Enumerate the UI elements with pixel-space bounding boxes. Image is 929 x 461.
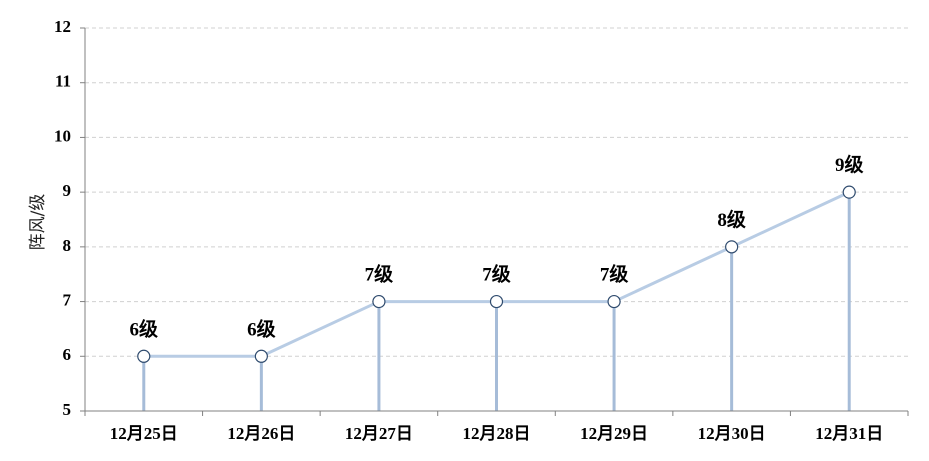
x-tick-label: 12月29日 [580, 424, 648, 443]
x-tick-label: 12月26日 [227, 424, 295, 443]
data-labels: 6级 6级 7级 7级 7级 8级 9级 [130, 153, 864, 340]
y-tick-labels: 5 6 7 8 9 10 11 12 [54, 17, 72, 419]
x-tick-label: 12月31日 [815, 424, 883, 443]
data-point [372, 294, 386, 309]
x-tick-label: 12月28日 [463, 424, 531, 443]
series-segment [612, 245, 734, 304]
y-tick-label: 5 [63, 400, 72, 419]
data-point [254, 349, 268, 363]
drop-lines [142, 192, 851, 411]
axes [80, 27, 909, 416]
data-point [725, 240, 739, 254]
x-tick-label: 12月30日 [698, 424, 766, 443]
series-segment [730, 190, 851, 249]
data-label: 6级 [130, 317, 159, 340]
data-label: 9级 [835, 153, 864, 176]
series-segment [259, 300, 381, 358]
data-label: 7级 [365, 263, 394, 286]
data-label: 7级 [482, 263, 511, 286]
y-tick-label: 8 [63, 236, 72, 255]
y-tick-label: 9 [63, 181, 72, 200]
y-tick-label: 7 [63, 290, 72, 309]
data-point [607, 294, 621, 309]
x-tick-labels: 12月25日 12月26日 12月27日 12月28日 12月29日 12月30日 12月3… [110, 424, 883, 443]
y-tick-label: 6 [63, 345, 72, 364]
data-label: 7级 [600, 263, 629, 286]
x-tick-label: 12月27日 [345, 424, 413, 443]
y-tick-label: 11 [55, 72, 71, 91]
markers [137, 185, 856, 363]
data-label: 8级 [717, 208, 746, 231]
data-point [489, 294, 504, 309]
y-tick-label: 10 [54, 126, 71, 145]
x-tick-label: 12月25日 [110, 424, 178, 443]
data-point [137, 349, 151, 363]
data-point [842, 185, 856, 199]
y-axis-label: 阵风/级 [28, 194, 48, 251]
y-tick-label: 12 [54, 17, 71, 36]
data-label: 6级 [247, 317, 276, 340]
series-line [142, 190, 851, 358]
